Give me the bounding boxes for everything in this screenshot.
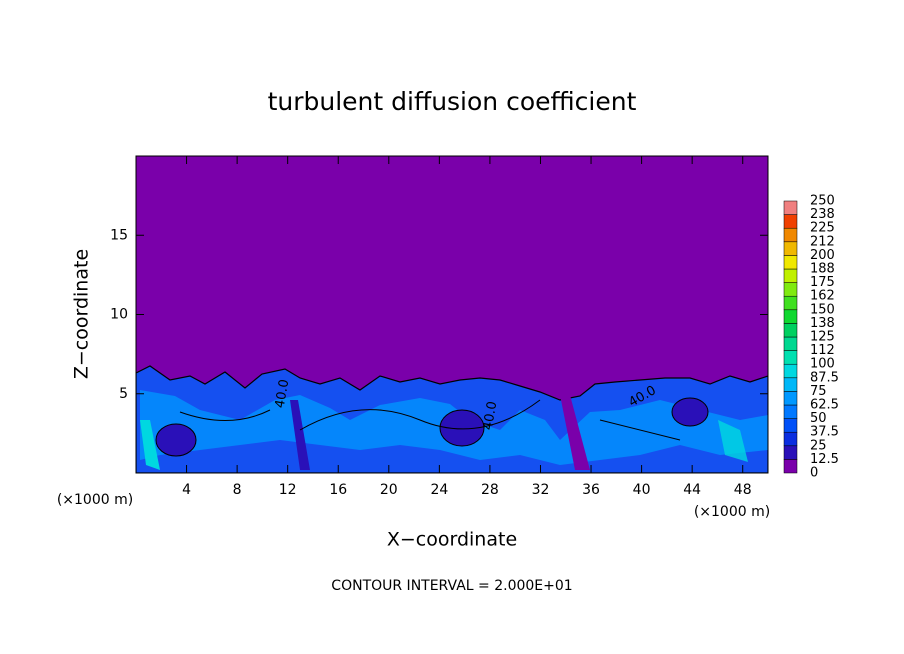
colorbar-label: 188 bbox=[810, 262, 835, 277]
field-region bbox=[718, 420, 748, 462]
chart-title: turbulent diffusion coefficient bbox=[268, 87, 637, 116]
colorbar-label: 37.5 bbox=[810, 425, 839, 440]
colorbar-label: 75 bbox=[810, 384, 827, 399]
x-tick-label: 24 bbox=[430, 482, 448, 498]
colorbar-bin bbox=[783, 418, 798, 433]
colorbar-bin bbox=[783, 445, 798, 460]
y-tick-label: 15 bbox=[110, 227, 128, 243]
colorbar-label: 238 bbox=[810, 207, 835, 222]
colorbar-bin bbox=[783, 295, 798, 311]
colorbar-bin bbox=[783, 309, 798, 324]
footer-note: CONTOUR INTERVAL = 2.000E+01 bbox=[331, 578, 572, 594]
colorbar-label: 100 bbox=[810, 357, 835, 372]
colorbar-label: 200 bbox=[810, 248, 835, 263]
x-unit-label: (×1000 m) bbox=[57, 492, 133, 508]
contour-label: 40.0 bbox=[481, 400, 501, 431]
colorbar-label: 50 bbox=[810, 411, 827, 426]
x-tick-label: 36 bbox=[582, 482, 600, 498]
x-tick-label: 32 bbox=[532, 482, 550, 498]
x-tick-label: 48 bbox=[734, 482, 752, 498]
colorbar-bin bbox=[783, 227, 798, 243]
field: 40.0 40.0 40.0 bbox=[136, 156, 768, 473]
colorbar-label: 250 bbox=[810, 194, 835, 209]
field-region bbox=[671, 397, 709, 427]
colorbar-bin bbox=[783, 200, 798, 215]
x-unit-label: (×1000 m) bbox=[694, 504, 770, 520]
x-tick-label: 44 bbox=[683, 482, 701, 498]
colorbar-label: 225 bbox=[810, 221, 835, 236]
colorbar-label: 12.5 bbox=[810, 452, 839, 467]
field-region bbox=[560, 395, 590, 470]
colorbar-bin bbox=[783, 377, 798, 392]
colorbar-label: 212 bbox=[810, 234, 835, 249]
colorbar-label: 62.5 bbox=[810, 398, 839, 413]
x-tick-label: 20 bbox=[380, 482, 398, 498]
colorbar-bin bbox=[783, 431, 798, 447]
colorbar-bin bbox=[783, 404, 798, 419]
x-tick-label: 4 bbox=[182, 482, 191, 498]
x-tick-label: 28 bbox=[481, 482, 499, 498]
colorbar-bin bbox=[783, 391, 798, 406]
field-region bbox=[140, 420, 160, 470]
field-region bbox=[155, 423, 197, 457]
colorbar-bin bbox=[783, 255, 798, 270]
x-tick-label: 12 bbox=[279, 482, 297, 498]
y-tick-label: 5 bbox=[119, 386, 128, 402]
colorbar-label: 25 bbox=[810, 438, 827, 453]
colorbar-bin bbox=[783, 282, 798, 297]
y-axis-title: Z−coordinate bbox=[71, 249, 93, 379]
colorbar-label: 175 bbox=[810, 275, 835, 290]
field-region bbox=[290, 400, 310, 470]
colorbar-label: 138 bbox=[810, 316, 835, 331]
contour-line bbox=[179, 399, 681, 441]
x-tick-label: 16 bbox=[329, 482, 347, 498]
colorbar-label: 87.5 bbox=[810, 370, 839, 385]
colorbar-label: 0 bbox=[810, 466, 818, 481]
colorbar-label: 162 bbox=[810, 289, 835, 304]
contour-label: 40.0 bbox=[273, 378, 293, 409]
colorbar-bin bbox=[783, 459, 798, 474]
colorbar-bin bbox=[783, 323, 798, 338]
colorbar-bin bbox=[783, 363, 798, 379]
y-tick-label: 10 bbox=[110, 307, 128, 323]
colorbar-bin bbox=[783, 268, 798, 283]
x-tick-label: 40 bbox=[633, 482, 651, 498]
colorbar-label: 112 bbox=[810, 343, 835, 358]
colorbar-label: 125 bbox=[810, 330, 835, 345]
colorbar-bin bbox=[783, 336, 798, 351]
field-region bbox=[439, 409, 485, 447]
colorbar-bin bbox=[783, 214, 798, 229]
x-tick-label: 8 bbox=[233, 482, 242, 498]
colorbar-bin bbox=[783, 350, 798, 365]
colorbar-label: 150 bbox=[810, 302, 835, 317]
colorbar-bin bbox=[783, 241, 798, 256]
x-axis-title: X−coordinate bbox=[387, 529, 517, 551]
